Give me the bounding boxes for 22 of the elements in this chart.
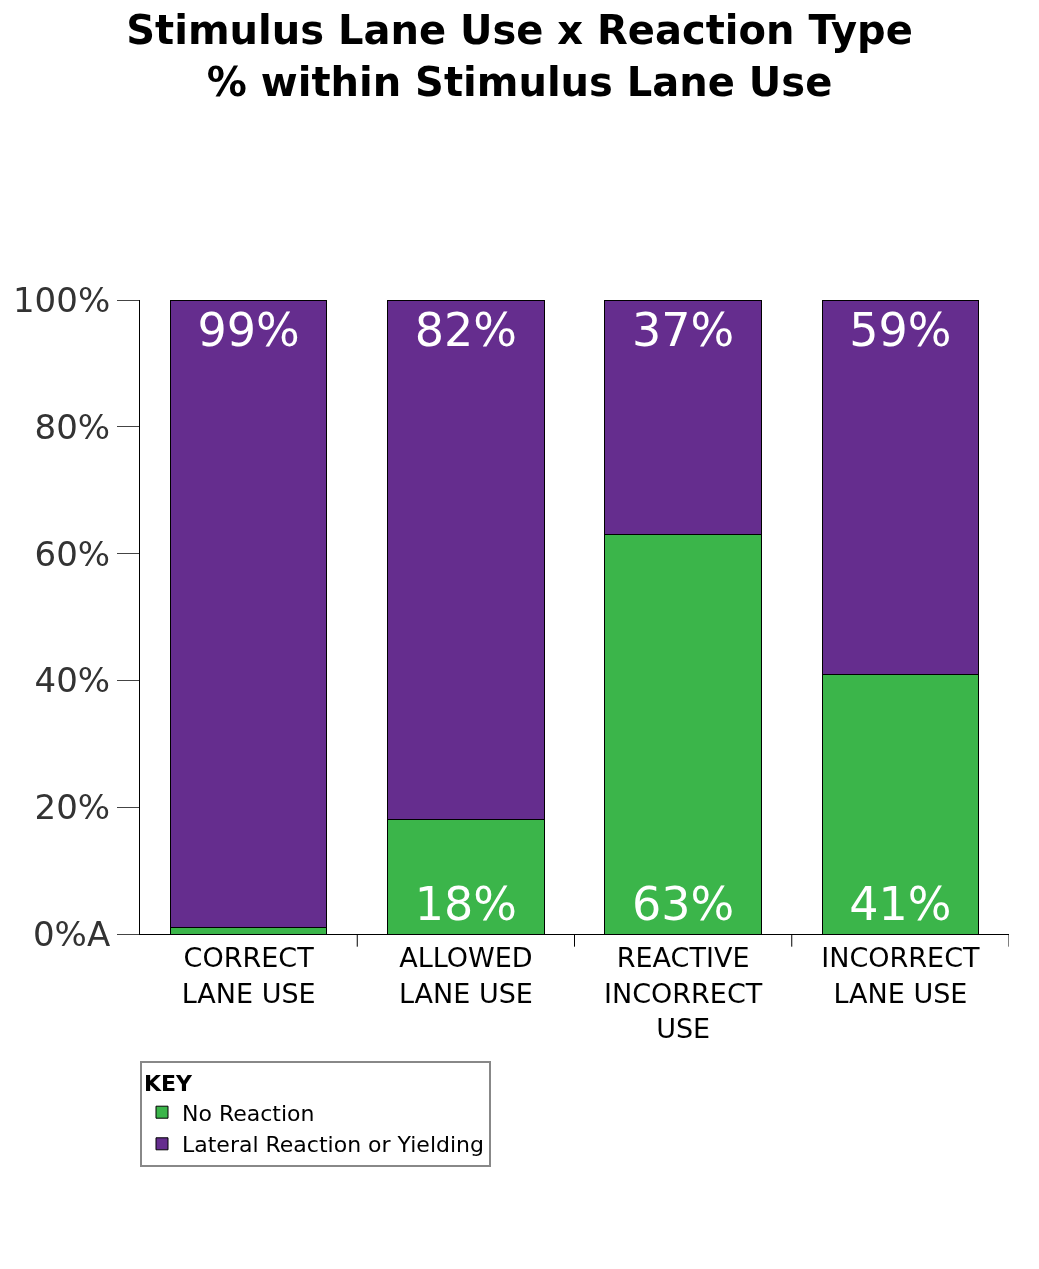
legend-label: No Reaction	[182, 1100, 315, 1126]
legend-title: KEY	[144, 1071, 194, 1097]
legend-label: Lateral Reaction or Yielding	[182, 1132, 484, 1158]
chart-title: Stimulus Lane Use x Reaction Type	[126, 7, 913, 54]
y-tick-label: 80%	[34, 406, 111, 447]
data-label: 41%	[849, 877, 952, 931]
x-tick-label: INCORRECT LANE USE	[821, 942, 980, 1009]
y-tick-label: 0%A	[33, 913, 111, 954]
x-tick-label: ALLOWED LANE USE	[398, 942, 533, 1009]
data-label: 82%	[414, 303, 518, 357]
chart-subtitle: % within Stimulus Lane Use	[206, 59, 833, 106]
y-tick-label: 40%	[34, 660, 111, 701]
data-label: 99%	[197, 303, 300, 357]
y-tick-label: 60%	[34, 533, 111, 574]
data-label: 37%	[632, 303, 735, 357]
data-label: 63%	[632, 877, 735, 931]
y-tick-label: 20%	[34, 787, 111, 828]
data-label: 59%	[849, 303, 952, 357]
x-tick-label: CORRECT LANE USE	[181, 942, 316, 1009]
x-tick-label: REACTIVE INCORRECT USE	[604, 942, 763, 1044]
data-label: 18%	[414, 877, 518, 931]
y-tick-label: 100%	[13, 279, 111, 320]
